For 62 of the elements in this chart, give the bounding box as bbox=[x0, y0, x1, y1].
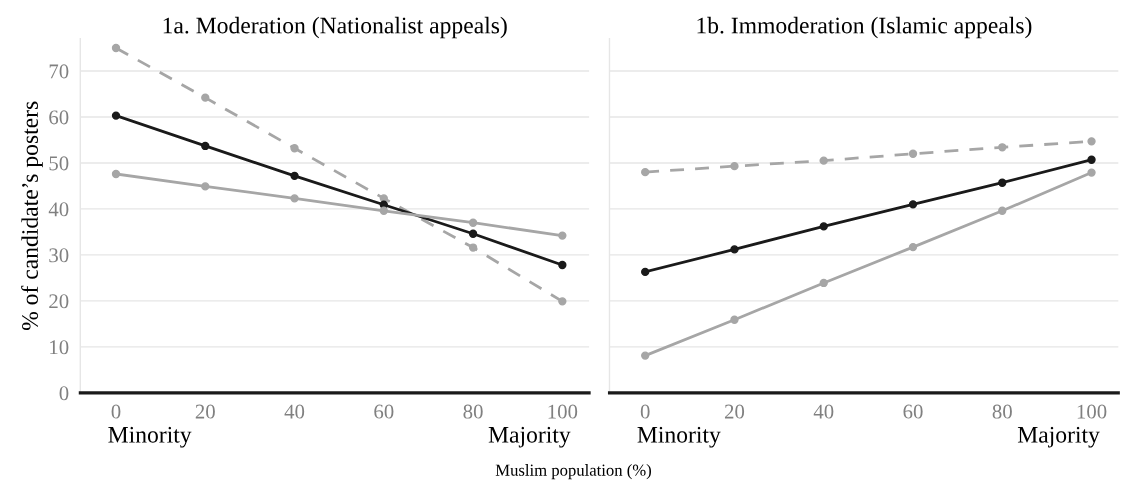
x-tick-label: 80 bbox=[463, 404, 483, 419]
point bbox=[290, 144, 299, 153]
point bbox=[730, 161, 739, 171]
x-tick-label: 80 bbox=[992, 404, 1012, 419]
point bbox=[111, 43, 121, 53]
x-tick-label: 40 bbox=[813, 404, 834, 419]
point bbox=[908, 242, 918, 252]
x-tick-label: 20 bbox=[724, 404, 745, 419]
point bbox=[201, 182, 210, 191]
point bbox=[819, 222, 828, 231]
point bbox=[1087, 155, 1096, 164]
y-tick-label: 20 bbox=[49, 294, 69, 309]
point bbox=[730, 315, 739, 324]
point bbox=[998, 143, 1007, 152]
point bbox=[468, 243, 478, 252]
text: Majority bbox=[488, 426, 571, 448]
point bbox=[730, 245, 739, 254]
point bbox=[201, 141, 210, 151]
text: Majority bbox=[1017, 426, 1100, 448]
point bbox=[558, 297, 567, 306]
point bbox=[379, 206, 388, 215]
point bbox=[641, 267, 650, 277]
y-tick-label: 0 bbox=[59, 386, 69, 401]
x-tick-label: 100 bbox=[1077, 404, 1107, 419]
point bbox=[641, 167, 650, 177]
y-tick-label: 10 bbox=[50, 340, 69, 355]
point bbox=[908, 149, 918, 158]
x-tick-label: 20 bbox=[195, 404, 215, 419]
point bbox=[468, 229, 478, 238]
y-tick-label: 40 bbox=[48, 202, 69, 217]
point bbox=[468, 218, 478, 227]
y-tick-label: 60 bbox=[49, 110, 69, 125]
point bbox=[558, 231, 567, 240]
x-tick-label: 0 bbox=[640, 404, 650, 419]
point bbox=[201, 93, 210, 102]
point bbox=[111, 111, 121, 120]
chart-title: 1a. Moderation (Nationalist appeals) bbox=[163, 16, 507, 39]
y-axis-title: % of candidate’s posters bbox=[21, 101, 43, 331]
x-tick-label: 0 bbox=[111, 404, 121, 419]
text: Minority bbox=[108, 426, 192, 448]
chart-title: 1b. Immoderation (Islamic appeals) bbox=[697, 16, 1032, 39]
y-tick-label: 50 bbox=[49, 156, 69, 171]
point bbox=[111, 169, 121, 179]
y-tick-label: 30 bbox=[49, 248, 69, 263]
x-tick-label: 60 bbox=[374, 404, 394, 419]
point bbox=[998, 206, 1007, 215]
x-tick-label: 40 bbox=[284, 404, 305, 419]
point bbox=[1087, 168, 1096, 177]
point bbox=[908, 200, 918, 209]
point bbox=[819, 156, 828, 165]
y-tick-label: 70 bbox=[49, 64, 69, 79]
point bbox=[998, 178, 1007, 187]
text: Minority bbox=[637, 426, 721, 448]
point bbox=[558, 260, 567, 270]
point bbox=[1087, 137, 1096, 146]
x-tick-label: 60 bbox=[903, 404, 923, 419]
point bbox=[641, 351, 650, 360]
point bbox=[290, 194, 299, 203]
x-axis-title: Muslim population (%) bbox=[495, 464, 651, 480]
point bbox=[290, 171, 299, 180]
point bbox=[819, 278, 828, 288]
x-tick-label: 100 bbox=[548, 404, 578, 419]
